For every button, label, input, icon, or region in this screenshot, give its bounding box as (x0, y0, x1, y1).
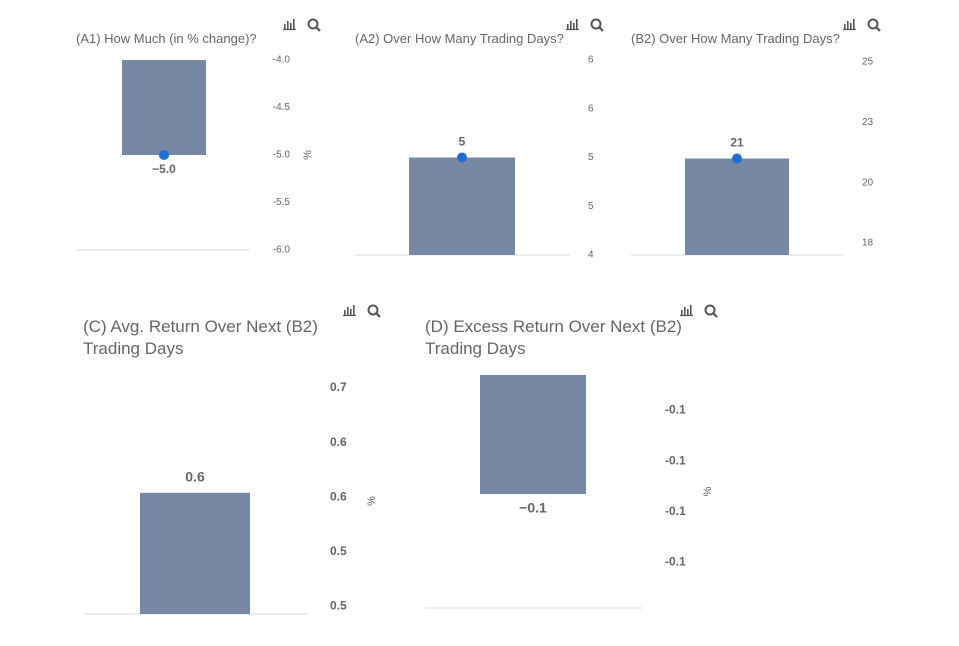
icon-lens (367, 304, 379, 316)
y-tick-label: 18 (862, 238, 874, 249)
zoom-button[interactable] (367, 304, 381, 318)
chart-title: (C) Avg. Return Over Next (B2) Trading D… (83, 317, 318, 359)
icon-bar (573, 23, 575, 29)
chart-type-button[interactable] (283, 19, 296, 31)
icon-lens (307, 18, 319, 30)
icon-bar (847, 21, 849, 29)
y-tick-label: 4 (588, 250, 594, 261)
icon-bar (347, 307, 349, 315)
marker (159, 150, 169, 160)
zoom-button[interactable] (867, 18, 881, 32)
bar (480, 375, 586, 495)
chart-type-button[interactable] (343, 305, 356, 317)
y-tick-label: 0.6 (330, 489, 347, 503)
icon-handle (375, 312, 381, 318)
icon-bar (681, 310, 683, 315)
marker (732, 153, 742, 164)
icon-bar (350, 309, 352, 315)
chart-title: (B2) Over How Many Trading Days? (631, 31, 840, 46)
zoom-button[interactable] (590, 18, 604, 32)
value-label: 5 (459, 135, 466, 149)
icon-handle (315, 26, 321, 32)
y-tick-label: -4.0 (273, 55, 291, 66)
icon-bar (684, 307, 686, 315)
value-label: 21 (730, 136, 744, 150)
y-axis-label: % (366, 496, 378, 506)
icon-handle (598, 26, 604, 32)
y-tick-label: -5.0 (273, 150, 291, 161)
icon-lens (867, 18, 879, 30)
y-tick-label: 20 (862, 177, 874, 188)
icon-handle (712, 312, 718, 318)
icon-bar (344, 310, 346, 315)
y-tick-label: 0.7 (330, 380, 347, 394)
icon-bar (570, 21, 572, 29)
icon-bar (690, 305, 692, 315)
icon-bar (853, 19, 855, 29)
chart-type-button[interactable] (566, 19, 579, 31)
y-tick-label: 23 (862, 117, 874, 128)
y-tick-label: -5.5 (273, 197, 291, 208)
icon-lens (704, 304, 716, 316)
y-tick-label: 6 (588, 55, 594, 66)
icon-bar (353, 305, 355, 315)
value-label: −5.0 (152, 162, 176, 176)
y-tick-label: 0.5 (330, 544, 347, 558)
value-label: −0.1 (519, 500, 547, 516)
chart-title: (A1) How Much (in % change)? (76, 31, 257, 46)
icon-lens (590, 18, 602, 30)
bar (685, 158, 789, 255)
y-axis-label: % (702, 486, 714, 496)
icon-bar (844, 24, 846, 29)
bar (409, 157, 515, 255)
y-tick-label: 5 (588, 152, 594, 163)
chart-title: (A2) Over How Many Trading Days? (355, 31, 564, 46)
y-tick-label: -0.1 (665, 403, 686, 417)
icon-bar (287, 21, 289, 29)
y-tick-label: -0.1 (665, 555, 686, 569)
y-tick-label: 6 (588, 103, 594, 114)
chart-title: (D) Excess Return Over Next (B2) Trading… (425, 317, 682, 359)
chart-type-button[interactable] (680, 305, 693, 317)
y-tick-label: 25 (862, 57, 874, 68)
icon-handle (875, 26, 881, 32)
icon-bar (850, 23, 852, 29)
chart-type-button[interactable] (843, 19, 856, 31)
bar (140, 492, 250, 614)
icon-bar (567, 24, 569, 29)
value-label: 0.6 (185, 469, 205, 485)
icon-bar (576, 19, 578, 29)
icon-bar (290, 23, 292, 29)
y-axis-label: % (302, 150, 314, 160)
icon-bar (687, 309, 689, 315)
y-tick-label: -4.5 (273, 102, 291, 113)
zoom-button[interactable] (307, 18, 321, 32)
y-tick-label: -6.0 (273, 245, 291, 256)
y-tick-label: -0.1 (665, 504, 686, 518)
marker (457, 152, 467, 163)
zoom-button[interactable] (704, 304, 718, 318)
y-tick-label: 0.6 (330, 435, 347, 449)
y-tick-label: 5 (588, 201, 594, 212)
bar (122, 60, 206, 155)
icon-bar (293, 19, 295, 29)
y-tick-label: -0.1 (665, 453, 686, 467)
icon-bar (284, 24, 286, 29)
y-tick-label: 0.5 (330, 599, 347, 613)
